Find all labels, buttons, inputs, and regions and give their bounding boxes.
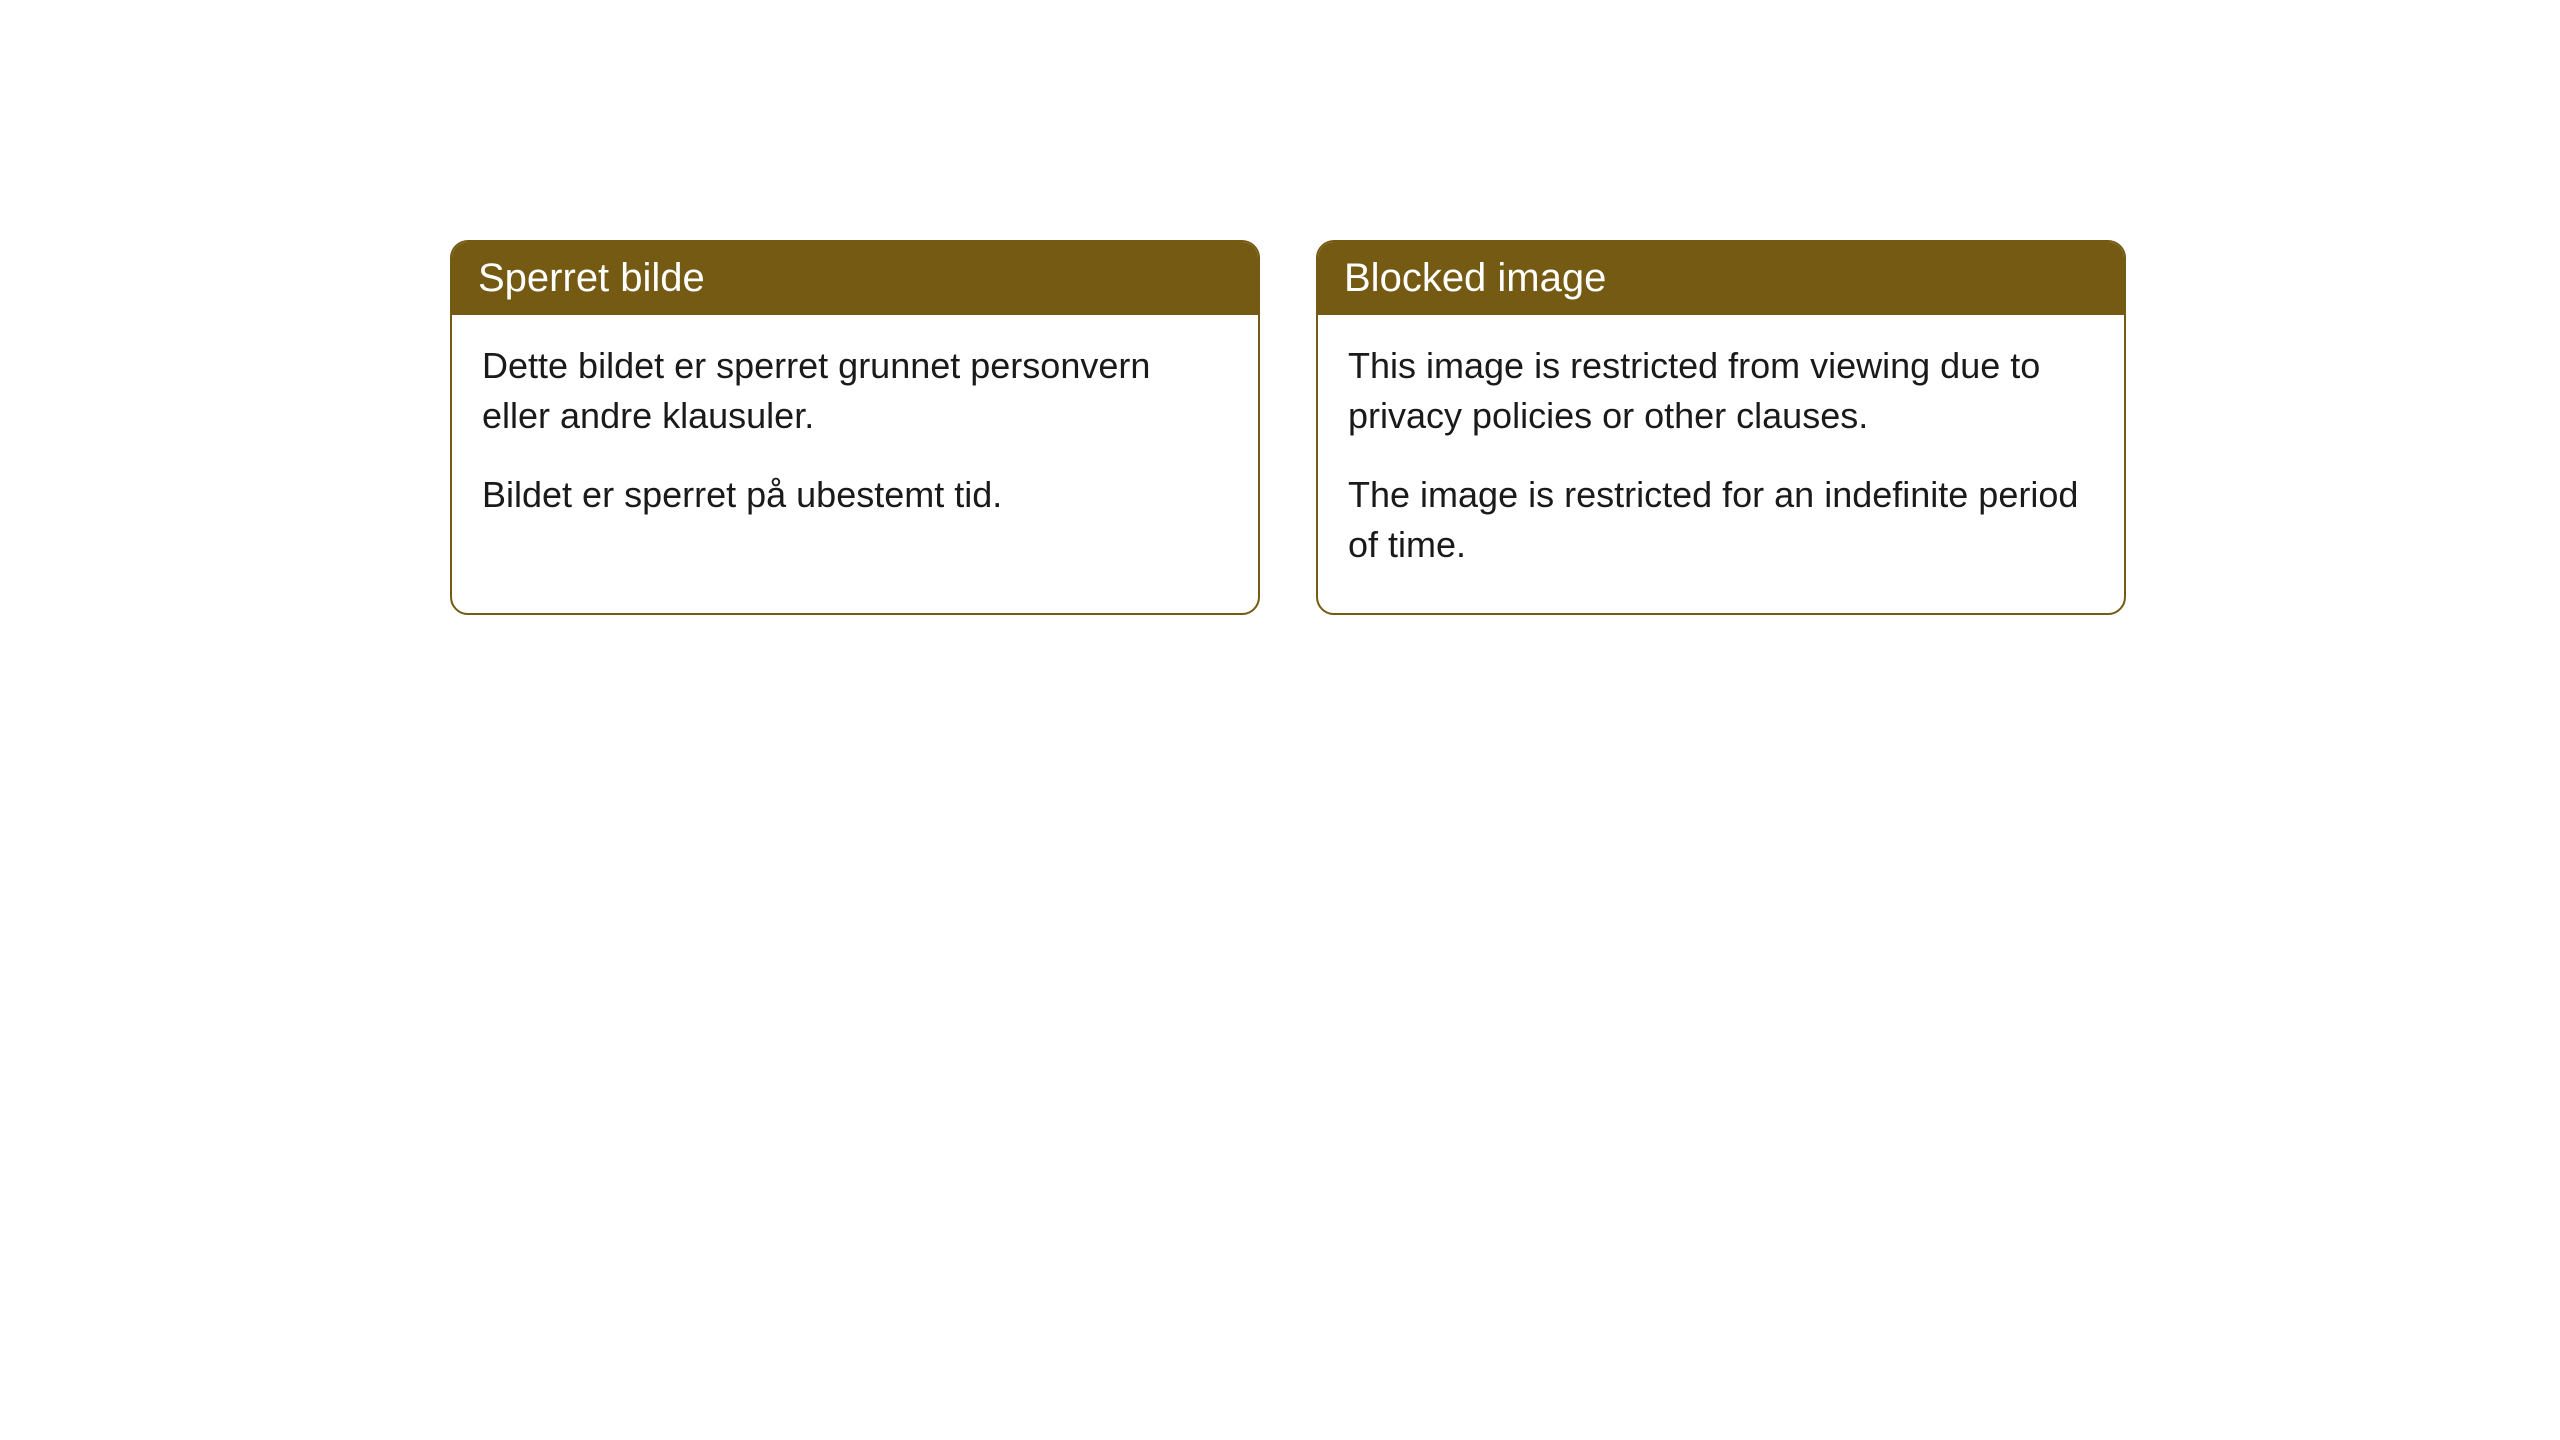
card-paragraph-1: Dette bildet er sperret grunnet personve… — [482, 341, 1228, 442]
card-title: Sperret bilde — [478, 256, 705, 300]
card-paragraph-1: This image is restricted from viewing du… — [1348, 341, 2094, 442]
card-paragraph-2: Bildet er sperret på ubestemt tid. — [482, 470, 1228, 520]
blocked-image-card-norwegian: Sperret bilde Dette bildet er sperret gr… — [450, 240, 1260, 615]
card-body-english: This image is restricted from viewing du… — [1318, 315, 2124, 613]
card-body-norwegian: Dette bildet er sperret grunnet personve… — [452, 315, 1258, 562]
card-header-english: Blocked image — [1318, 242, 2124, 315]
blocked-image-card-english: Blocked image This image is restricted f… — [1316, 240, 2126, 615]
card-header-norwegian: Sperret bilde — [452, 242, 1258, 315]
cards-container: Sperret bilde Dette bildet er sperret gr… — [450, 240, 2560, 615]
card-paragraph-2: The image is restricted for an indefinit… — [1348, 470, 2094, 571]
card-title: Blocked image — [1344, 256, 1606, 300]
